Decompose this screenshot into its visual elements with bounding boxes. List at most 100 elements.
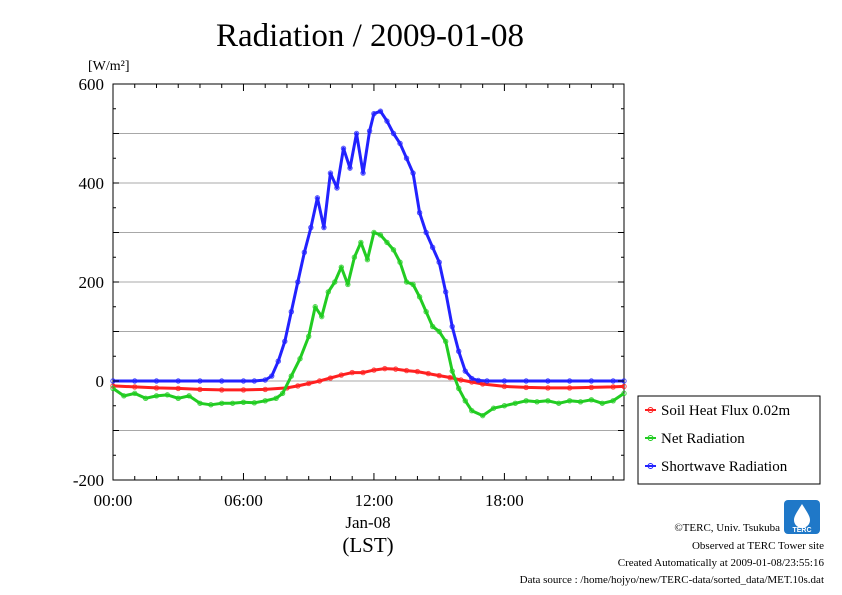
data-point	[403, 155, 410, 161]
data-point	[425, 370, 431, 377]
series-line	[112, 367, 625, 392]
data-point	[219, 387, 225, 393]
legend-item: Net Radiation	[645, 431, 745, 447]
data-point	[110, 385, 116, 392]
data-point	[208, 402, 214, 408]
x-tick-label: 00:00	[94, 491, 133, 510]
data-point	[588, 378, 595, 384]
data-point	[240, 387, 247, 393]
data-point	[251, 400, 258, 406]
data-point	[164, 392, 171, 398]
data-point	[306, 380, 312, 387]
data-point	[501, 403, 508, 409]
y-tick-label: 200	[79, 273, 105, 292]
data-point	[410, 170, 416, 176]
copyright-text: ©TERC, Univ. Tsukuba	[674, 522, 780, 534]
data-point	[475, 377, 482, 384]
legend-label: Shortwave Radiation	[661, 459, 788, 475]
series-shortwave-radiation	[110, 108, 627, 384]
data-point	[610, 378, 616, 384]
data-point	[462, 398, 468, 404]
data-point	[534, 399, 540, 405]
data-point	[175, 378, 181, 384]
data-point	[382, 365, 388, 372]
data-point	[523, 378, 529, 384]
data-point	[566, 378, 573, 384]
data-point	[132, 384, 138, 390]
data-point	[153, 385, 160, 391]
data-point	[545, 385, 551, 391]
data-point	[349, 369, 355, 376]
data-point	[229, 400, 236, 406]
data-point	[288, 309, 295, 315]
data-point	[469, 408, 475, 414]
legend-marker	[647, 463, 654, 469]
data-point	[175, 385, 181, 392]
data-point	[479, 412, 486, 419]
data-point	[462, 368, 468, 374]
data-point	[297, 356, 303, 362]
y-tick-label: 0	[96, 372, 105, 391]
data-point	[610, 398, 616, 404]
data-point	[121, 393, 127, 399]
data-point	[240, 378, 247, 384]
data-point	[484, 378, 490, 384]
data-point	[110, 383, 116, 389]
data-point	[545, 378, 551, 384]
data-point	[523, 384, 529, 391]
data-point	[556, 400, 562, 406]
data-point	[132, 390, 138, 397]
data-point	[371, 367, 377, 373]
data-point	[316, 378, 323, 384]
data-point	[449, 323, 455, 330]
data-point	[251, 378, 258, 384]
data-point	[458, 377, 464, 383]
data-point	[240, 399, 247, 405]
data-point	[621, 383, 627, 390]
data-point	[279, 390, 286, 397]
data-point	[577, 399, 584, 405]
data-point	[347, 165, 353, 171]
data-point	[295, 383, 301, 389]
data-point	[197, 378, 203, 384]
data-point	[384, 239, 390, 246]
data-point	[351, 254, 358, 260]
data-point	[319, 313, 325, 320]
data-point	[397, 259, 403, 265]
legend-marker	[647, 407, 654, 413]
data-point	[219, 400, 225, 406]
data-point	[371, 111, 377, 117]
data-point	[403, 279, 410, 285]
data-point	[599, 400, 605, 406]
data-point	[325, 289, 331, 295]
data-point	[360, 170, 366, 176]
data-point	[377, 108, 384, 114]
data-point	[384, 118, 390, 124]
created-text: Created Automatically at 2009-01-08/23:5…	[618, 557, 825, 569]
data-point	[436, 372, 442, 379]
data-point	[175, 395, 181, 402]
data-point	[132, 378, 138, 384]
data-point	[397, 140, 403, 147]
water-drop-icon	[794, 504, 810, 528]
data-point	[588, 384, 595, 391]
data-point	[338, 372, 345, 378]
data-point	[282, 338, 288, 345]
data-point	[501, 383, 508, 390]
data-point	[588, 397, 595, 403]
data-point	[306, 333, 312, 340]
legend: Soil Heat Flux 0.02m Net Radiation Shortwa…	[637, 395, 821, 485]
data-point	[429, 323, 436, 330]
data-point	[416, 210, 423, 216]
data-point	[410, 281, 416, 288]
data-point	[142, 395, 149, 402]
data-point	[447, 374, 453, 381]
data-point	[456, 348, 462, 354]
data-point	[456, 385, 462, 392]
data-point	[197, 386, 203, 393]
data-point	[423, 229, 429, 236]
y-tick-label: 600	[79, 75, 105, 94]
data-point	[392, 366, 399, 372]
data-point	[566, 385, 573, 391]
data-point	[353, 130, 360, 137]
